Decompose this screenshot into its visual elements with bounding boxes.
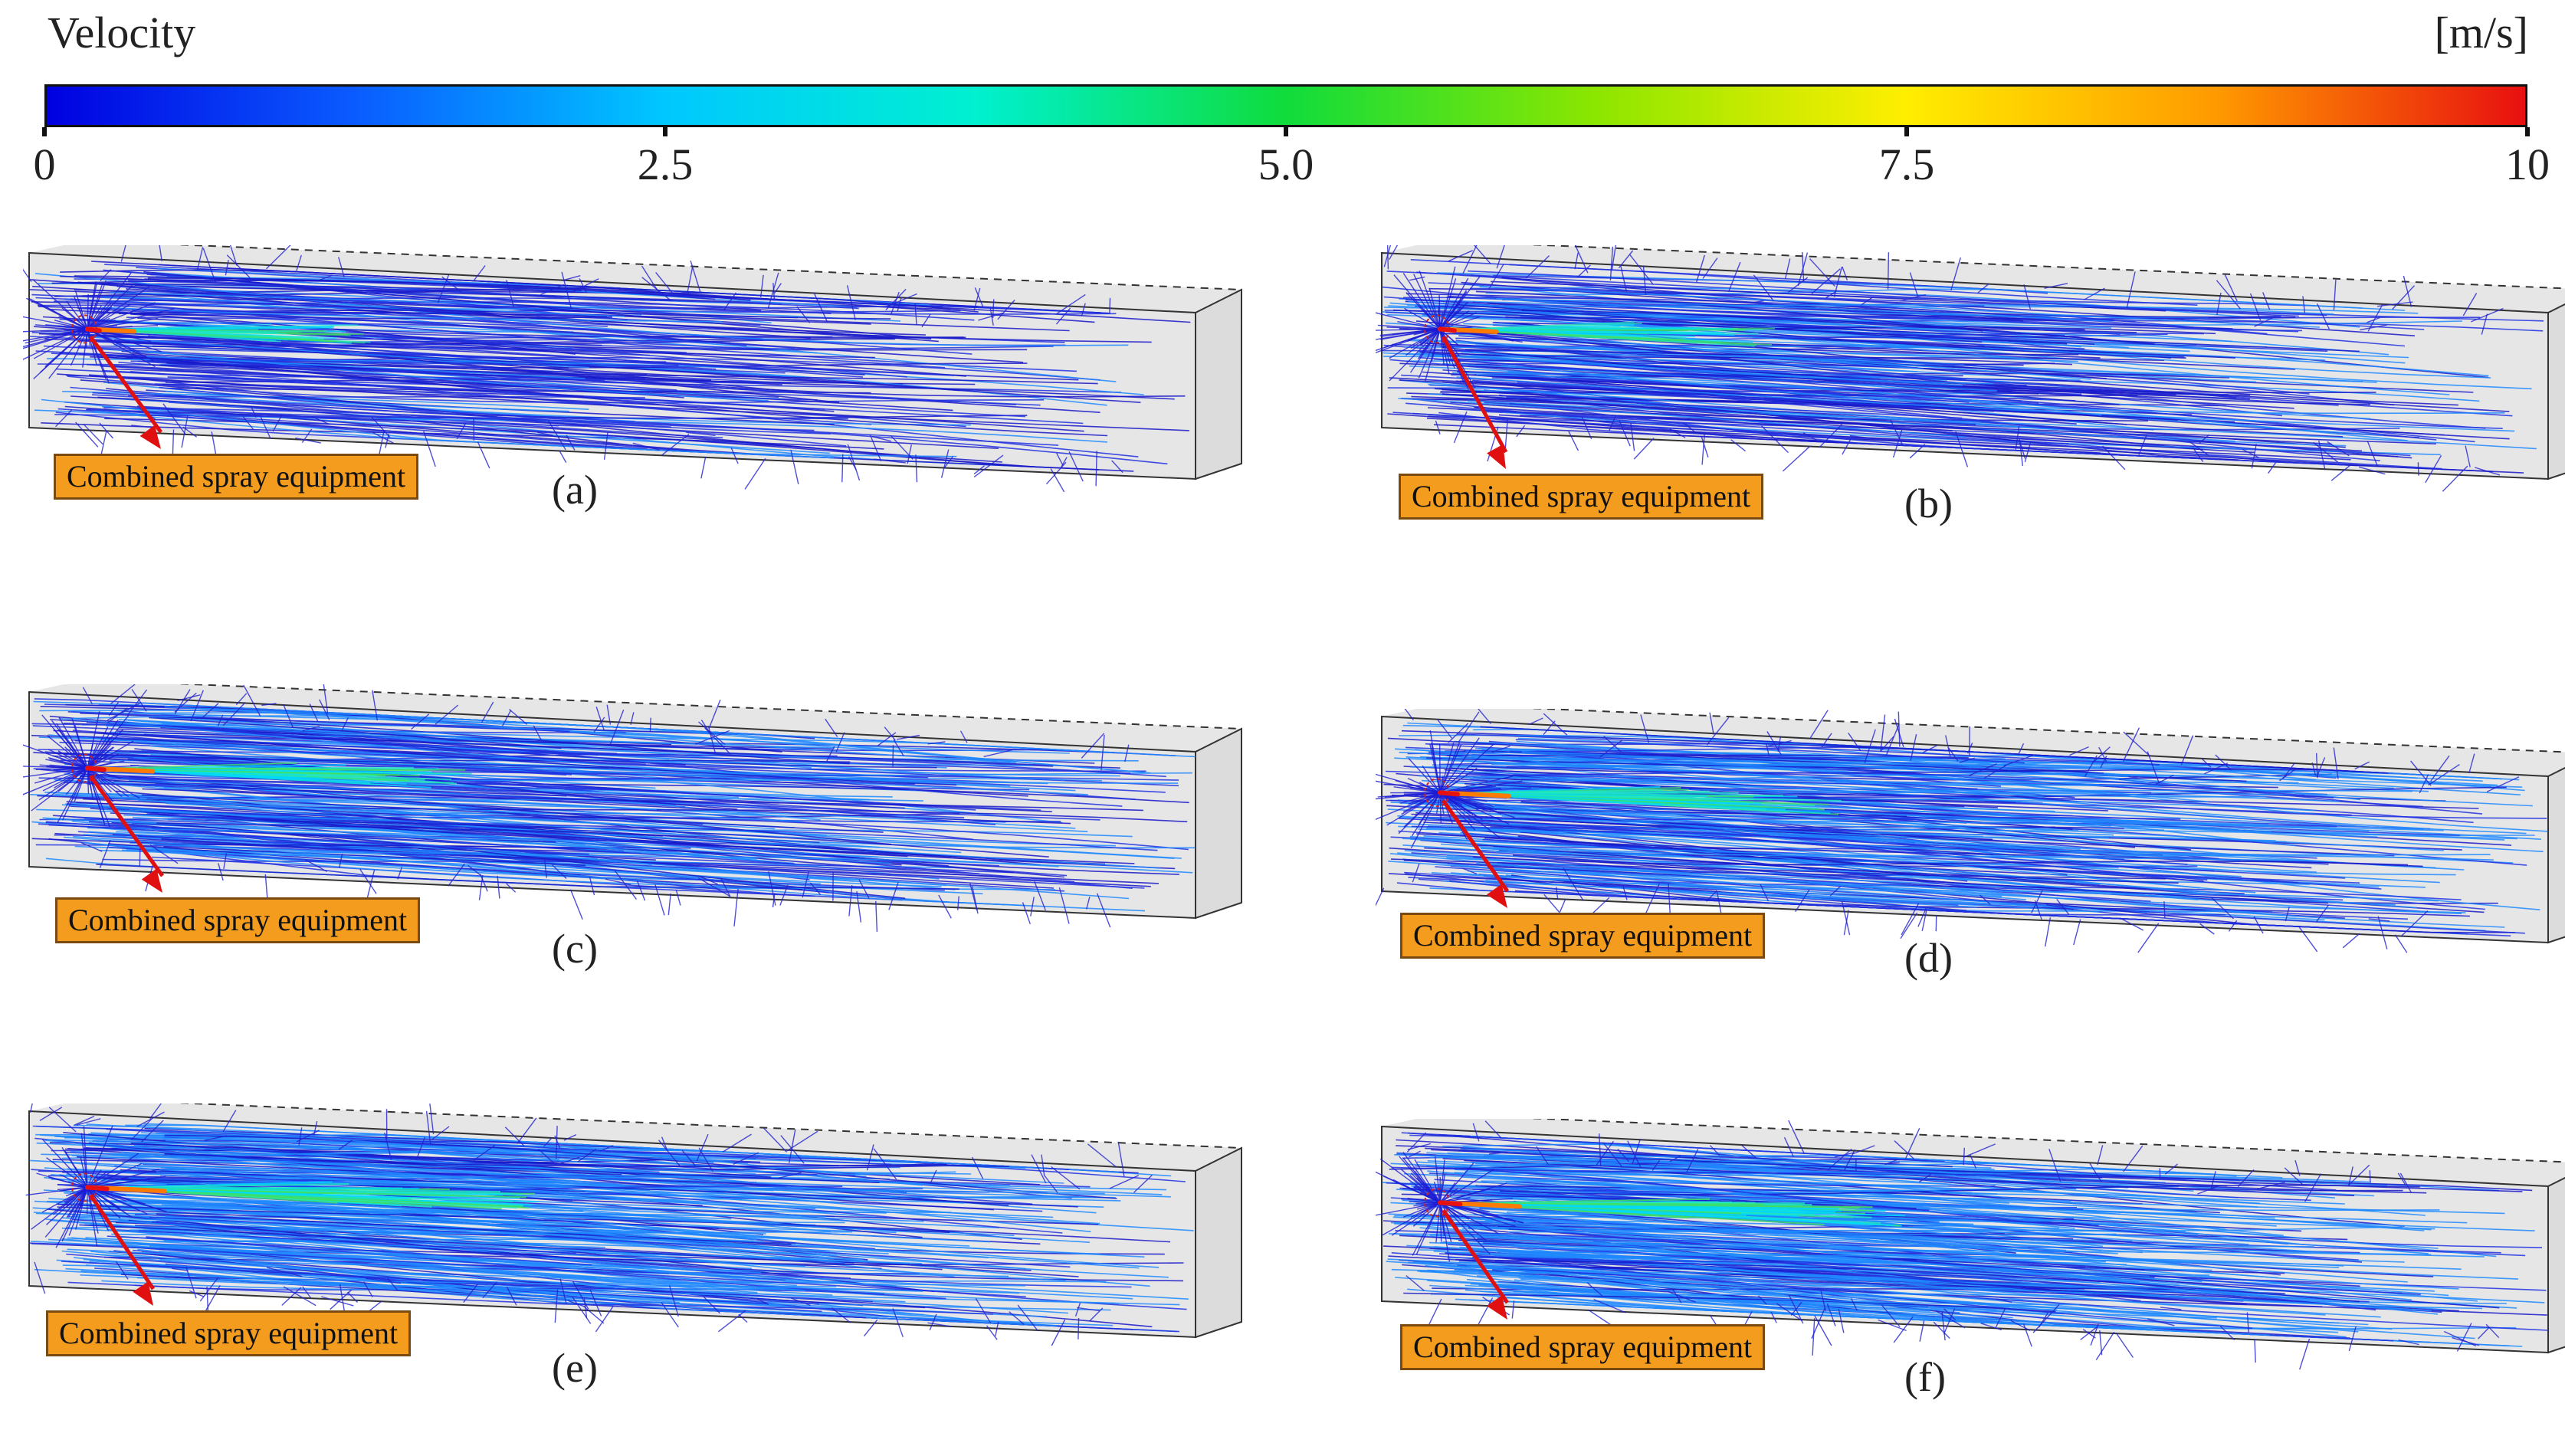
equipment-label-c: Combined spray equipment (55, 897, 420, 943)
panel-label-f: (f) (1904, 1356, 1946, 1398)
colorbar-tick-label: 0 (34, 143, 56, 187)
colorbar-tick (1904, 127, 1909, 136)
colorbar-tick-label: 2.5 (638, 143, 694, 187)
colorbar-tick (42, 127, 47, 136)
panel-a: Combined spray equipment (a) (23, 245, 1280, 582)
colorbar-tick (663, 127, 667, 136)
box-right-face (2548, 290, 2565, 479)
equipment-label-e: Combined spray equipment (46, 1310, 411, 1356)
box-right-face (1196, 729, 1241, 918)
equipment-label-f: Combined spray equipment (1400, 1324, 1765, 1370)
arrow-head (1487, 444, 1506, 469)
panel-label-e: (e) (552, 1347, 598, 1389)
equipment-label-b: Combined spray equipment (1399, 474, 1763, 520)
colorbar-tick-label: 5.0 (1258, 143, 1314, 187)
panel-e: Combined spray equipment (e) (23, 1103, 1280, 1441)
panel-label-b: (b) (1904, 483, 1953, 524)
panel-label-d: (d) (1904, 937, 1953, 979)
box-right-face (2548, 1163, 2565, 1353)
panel-b: Combined spray equipment (b) (1376, 245, 2565, 582)
streamline-box-e (23, 1103, 1280, 1441)
box-right-face (2548, 753, 2565, 943)
colorbar-tick (1284, 127, 1288, 136)
velocity-colorbar (44, 84, 2527, 127)
streamline-box-a (23, 245, 1280, 582)
panel-c: Combined spray equipment (c) (23, 684, 1280, 1021)
streamline-box-f (1376, 1119, 2565, 1456)
equipment-label-d: Combined spray equipment (1400, 913, 1765, 959)
panel-d: Combined spray equipment (d) (1376, 709, 2565, 1046)
panel-label-a: (a) (552, 469, 598, 510)
box-right-face (1196, 290, 1241, 479)
equipment-label-a: Combined spray equipment (54, 454, 418, 500)
streamline-box-c (23, 684, 1280, 1021)
panel-label-c: (c) (552, 928, 598, 969)
box-right-face (1196, 1148, 1241, 1337)
colorbar-tick-label: 7.5 (1879, 143, 1935, 187)
streamline-box-d (1376, 709, 2565, 1046)
streamline-box-b (1376, 245, 2565, 582)
legend-title: Velocity (48, 11, 195, 55)
colorbar-tick (2525, 127, 2530, 136)
colorbar-tick-label: 10 (2505, 143, 2550, 187)
panel-f: Combined spray equipment (f) (1376, 1119, 2565, 1456)
legend-unit: [m/s] (2435, 11, 2528, 55)
